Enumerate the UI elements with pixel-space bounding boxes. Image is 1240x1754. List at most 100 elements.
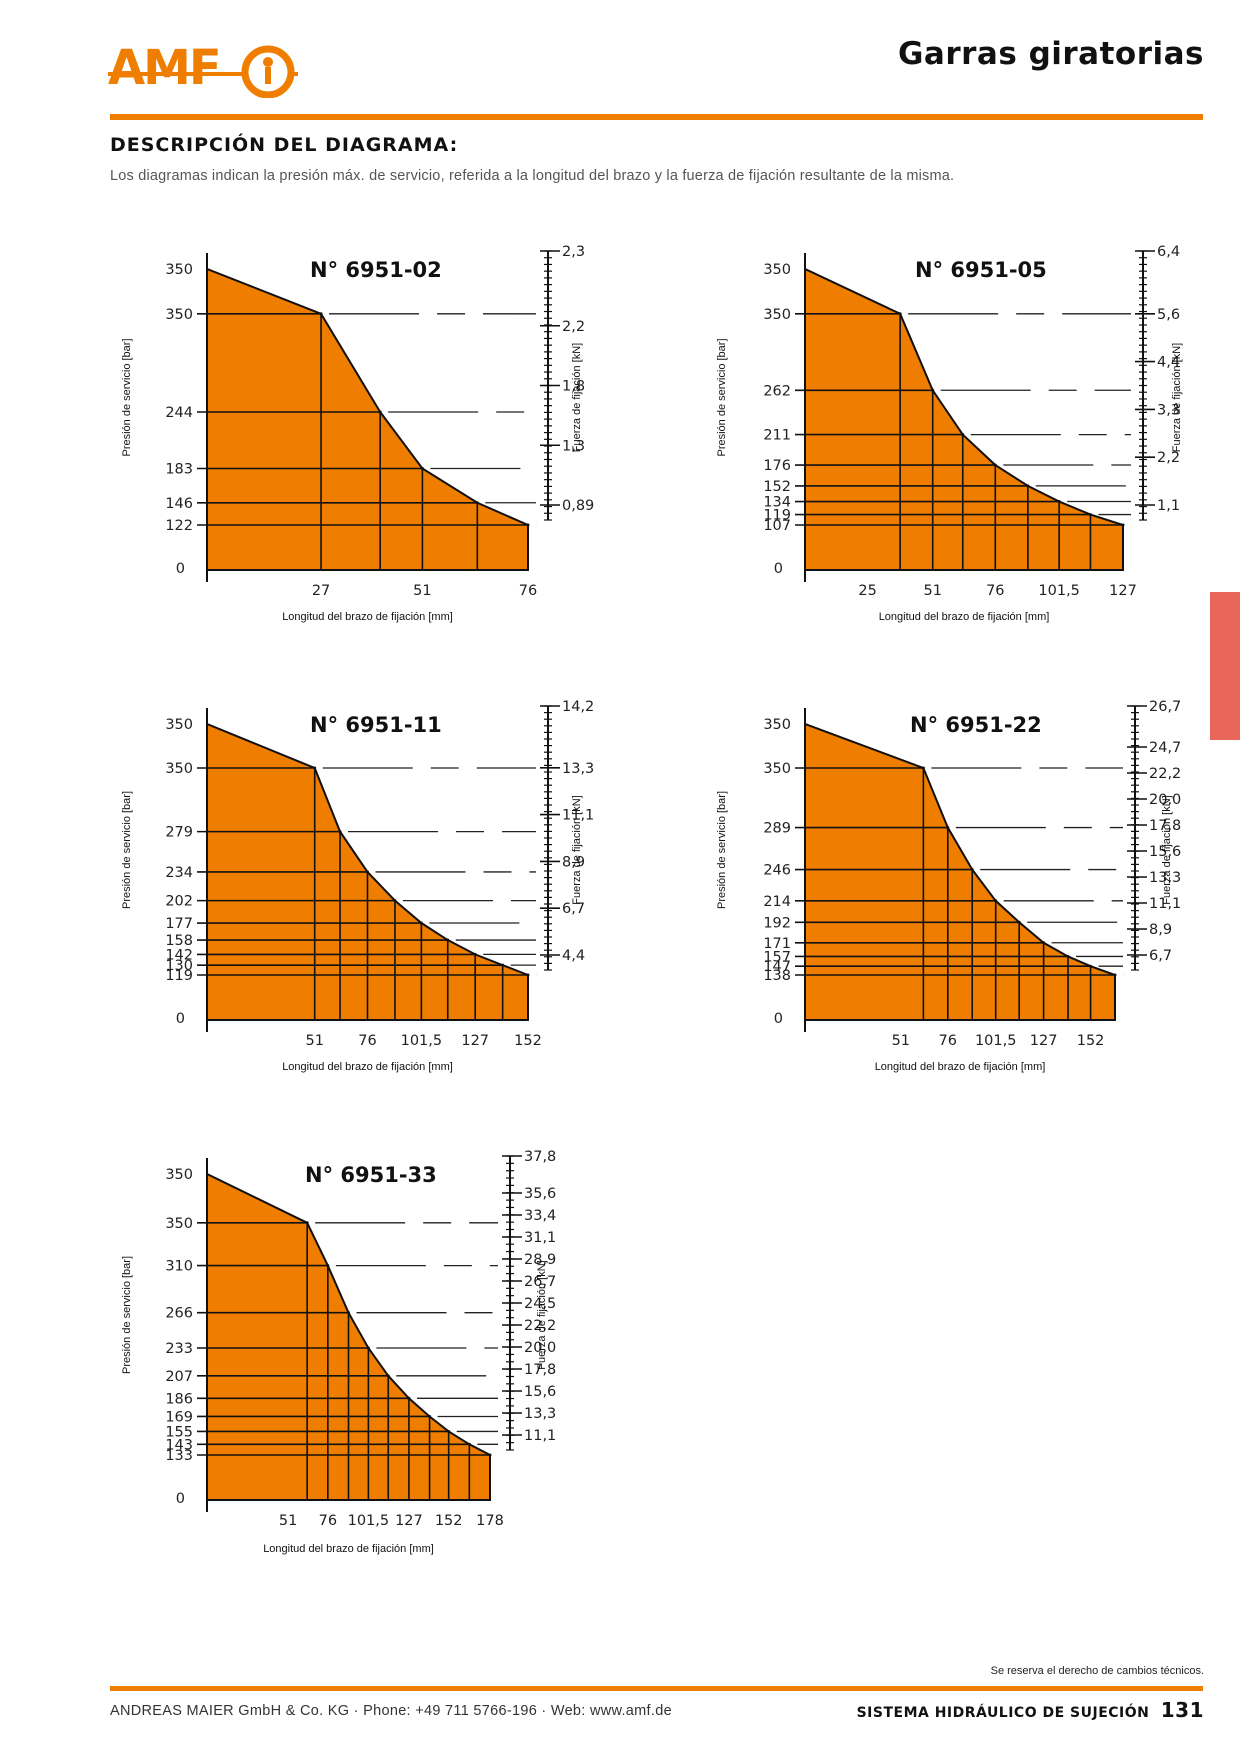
data-point xyxy=(366,1346,370,1350)
y2-tick-label: 20,0 xyxy=(1149,792,1181,808)
y2-axis-label: Fuerza de fijación [kN] xyxy=(571,795,583,904)
y-axis-label: Presión de servicio [bar] xyxy=(716,791,728,909)
x-tick-label: 76 xyxy=(519,583,537,599)
y2-tick-label: 2,3 xyxy=(562,244,585,260)
x-tick-label: 76 xyxy=(939,1033,957,1049)
x-axis-label: Longitud del brazo de fijación [mm] xyxy=(282,611,453,623)
y-tick-label: 279 xyxy=(165,825,193,841)
y2-tick-label: 37,8 xyxy=(524,1149,556,1165)
y2-tick-label: 5,6 xyxy=(1157,307,1180,323)
y2-tick-label: 22,2 xyxy=(1149,766,1181,782)
data-point xyxy=(446,938,450,942)
data-point xyxy=(931,388,935,392)
y2-tick-label: 4,4 xyxy=(562,948,585,964)
data-point xyxy=(501,963,505,967)
data-point xyxy=(467,1442,471,1446)
x-tick-label: 101,5 xyxy=(1038,583,1080,599)
origin-label: 0 xyxy=(176,1011,185,1027)
y-tick-label: 350 xyxy=(763,717,791,733)
y2-axis-label: Fuerza de fijación [kN] xyxy=(1171,343,1183,452)
footer-rule xyxy=(110,1686,1203,1691)
y-tick-label: 262 xyxy=(763,383,791,399)
y2-tick-label: 28,9 xyxy=(524,1252,556,1268)
data-point xyxy=(970,868,974,872)
data-point xyxy=(447,1429,451,1433)
intro-text: Los diagramas indican la presión máx. de… xyxy=(110,168,955,184)
origin-label: 0 xyxy=(176,561,185,577)
y-tick-label: 350 xyxy=(165,1216,193,1232)
data-point xyxy=(386,1374,390,1378)
y-axis-label: Presión de servicio [bar] xyxy=(121,1256,133,1374)
x-tick-label: 127 xyxy=(395,1513,423,1529)
y2-tick-label: 15,6 xyxy=(524,1384,556,1400)
data-point xyxy=(338,830,342,834)
data-point xyxy=(1057,500,1061,504)
footer-section-title: SISTEMA HIDRÁULICO DE SUJECIÓN xyxy=(856,1705,1150,1721)
y-tick-label: 122 xyxy=(165,518,193,534)
data-point xyxy=(420,466,424,470)
data-point xyxy=(428,1414,432,1418)
data-point xyxy=(366,870,369,874)
y2-tick-label: 24,7 xyxy=(1149,740,1181,756)
y-axis-label: Presión de servicio [bar] xyxy=(716,339,728,457)
data-point xyxy=(475,501,479,505)
x-tick-label: 101,5 xyxy=(401,1033,443,1049)
x-axis-label: Longitud del brazo de fijación [mm] xyxy=(879,611,1050,623)
data-point xyxy=(1121,523,1125,527)
x-axis-label: Longitud del brazo de fijación [mm] xyxy=(263,1543,434,1555)
y2-tick-label: 11,1 xyxy=(562,808,594,824)
y-tick-label: 234 xyxy=(165,865,193,881)
data-point xyxy=(898,312,902,316)
y2-tick-label: 13,3 xyxy=(562,761,594,777)
y-tick-label: 233 xyxy=(165,1341,193,1357)
y-tick-label: 350 xyxy=(165,307,193,323)
chart-title: N° 6951-22 xyxy=(910,713,1042,737)
x-tick-label: 25 xyxy=(858,583,876,599)
y2-tick-label: 4,4 xyxy=(1157,355,1180,371)
y-tick-label: 350 xyxy=(763,761,791,777)
data-point xyxy=(1089,964,1093,968)
y-tick-label: 266 xyxy=(165,1306,193,1322)
x-tick-label: 127 xyxy=(461,1033,489,1049)
header-rule xyxy=(110,114,1203,120)
x-tick-label: 51 xyxy=(413,583,431,599)
y-tick-label: 310 xyxy=(165,1259,193,1275)
y-tick-label: 192 xyxy=(763,915,791,931)
data-point xyxy=(488,1453,492,1457)
x-tick-label: 178 xyxy=(476,1513,504,1529)
y-tick-label: 350 xyxy=(763,307,791,323)
x-tick-label: 27 xyxy=(312,583,330,599)
y-tick-label: 350 xyxy=(165,1167,193,1183)
y2-axis-label: Fuerza de fijación [kN] xyxy=(536,1260,548,1369)
y-tick-label: 350 xyxy=(165,717,193,733)
data-point xyxy=(419,921,423,925)
y2-tick-label: 8,9 xyxy=(562,854,585,870)
y2-tick-label: 6,4 xyxy=(1157,244,1180,260)
y2-tick-label: 31,1 xyxy=(524,1230,556,1246)
y2-tick-label: 1,3 xyxy=(562,438,585,454)
y-tick-label: 130 xyxy=(165,958,193,974)
y-tick-label: 158 xyxy=(165,933,193,949)
y-tick-label: 211 xyxy=(763,428,791,444)
x-tick-label: 51 xyxy=(279,1513,297,1529)
y2-tick-label: 3,3 xyxy=(1157,402,1180,418)
origin-label: 0 xyxy=(774,1011,783,1027)
amf-logo: AMF xyxy=(108,40,298,98)
y-tick-label: 134 xyxy=(763,495,791,511)
y2-axis-label: Fuerza de fijación [kN] xyxy=(571,343,583,452)
y-tick-label: 171 xyxy=(763,936,791,952)
data-point xyxy=(526,973,530,977)
x-tick-label: 127 xyxy=(1109,583,1137,599)
data-point xyxy=(526,523,530,527)
data-point xyxy=(993,463,997,467)
y2-tick-label: 2,2 xyxy=(1157,450,1180,466)
y-tick-label: 119 xyxy=(763,508,791,524)
y2-tick-label: 24,5 xyxy=(524,1296,556,1312)
y-tick-label: 147 xyxy=(763,959,791,975)
y-tick-label: 133 xyxy=(165,1448,193,1464)
y-tick-label: 186 xyxy=(165,1391,193,1407)
y-tick-label: 157 xyxy=(763,949,791,965)
x-tick-label: 76 xyxy=(358,1033,376,1049)
x-axis-label: Longitud del brazo de fijación [mm] xyxy=(875,1061,1046,1073)
